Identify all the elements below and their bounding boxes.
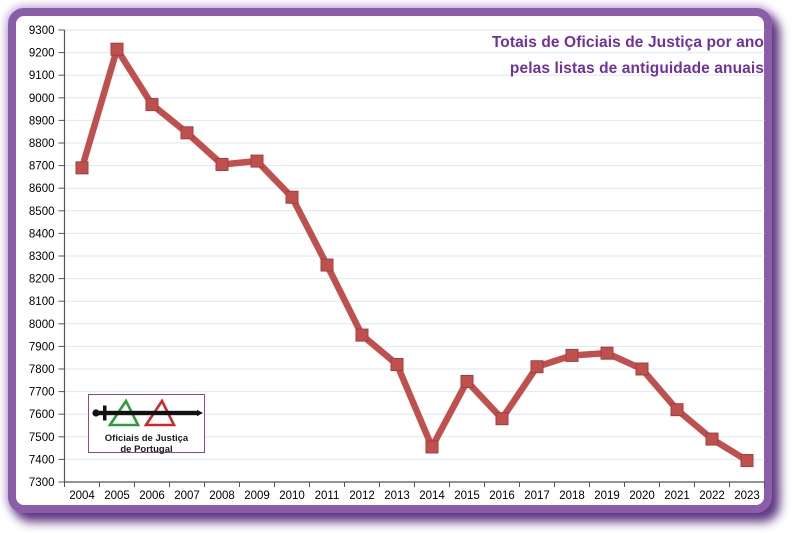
data-point-2017 bbox=[530, 360, 544, 374]
data-point-2021 bbox=[670, 403, 684, 417]
x-tick-label: 2007 bbox=[174, 490, 200, 502]
x-tick-label: 2020 bbox=[629, 490, 655, 502]
data-point-2016 bbox=[495, 412, 509, 426]
x-tick-label: 2006 bbox=[139, 490, 165, 502]
x-tick-label: 2004 bbox=[69, 490, 95, 502]
x-tick-label: 2011 bbox=[315, 490, 340, 502]
y-tick-label: 8700 bbox=[29, 161, 55, 173]
x-tick-label: 2012 bbox=[349, 490, 375, 502]
data-point-2013 bbox=[390, 357, 404, 371]
y-tick-label: 8200 bbox=[29, 274, 55, 286]
logo-text-line1: Oficiais de Justiça bbox=[104, 433, 189, 444]
y-tick-label: 9200 bbox=[29, 48, 55, 60]
data-point-2012 bbox=[355, 328, 369, 342]
x-tick-label: 2022 bbox=[699, 490, 725, 502]
y-tick-label: 9100 bbox=[29, 70, 55, 82]
y-tick-label: 8600 bbox=[29, 183, 55, 195]
x-tick-label: 2017 bbox=[524, 490, 550, 502]
data-point-2022 bbox=[705, 432, 719, 446]
y-tick-label: 8400 bbox=[29, 228, 55, 240]
data-point-2020 bbox=[635, 362, 649, 376]
data-point-2010 bbox=[285, 190, 299, 204]
y-tick-label: 8800 bbox=[29, 138, 55, 150]
y-tick-label: 8500 bbox=[29, 206, 55, 218]
chart-title-line2: pelas listas de antiguidade anuais bbox=[509, 60, 764, 78]
x-tick-label: 2005 bbox=[104, 490, 130, 502]
logo-box: Oficiais de Justiça de Portugal bbox=[88, 394, 205, 455]
x-tick-label: 2010 bbox=[279, 490, 305, 502]
y-tick-label: 7700 bbox=[29, 387, 55, 399]
data-point-2008 bbox=[215, 157, 229, 171]
data-point-2018 bbox=[565, 348, 579, 362]
x-tick-label: 2021 bbox=[664, 490, 690, 502]
sword-icon bbox=[92, 405, 203, 421]
x-tick-label: 2014 bbox=[419, 490, 445, 502]
y-tick-label: 7900 bbox=[29, 341, 55, 353]
y-tick-label: 9300 bbox=[29, 25, 55, 37]
x-tick-label: 2009 bbox=[244, 490, 270, 502]
data-point-2005 bbox=[110, 42, 124, 56]
y-tick-label: 9000 bbox=[29, 93, 55, 105]
y-tick-label: 7800 bbox=[29, 364, 55, 376]
y-tick-label: 8000 bbox=[29, 319, 55, 331]
x-tick-label: 2008 bbox=[209, 490, 235, 502]
logo-text-line2: de Portugal bbox=[120, 443, 173, 455]
chart-title: Totais de Oficiais de Justiça por ano pe… bbox=[492, 30, 764, 83]
y-tick-label: 8100 bbox=[29, 296, 55, 308]
data-point-2009 bbox=[250, 154, 264, 168]
sword-and-triangles-icon bbox=[92, 398, 203, 427]
data-point-2014 bbox=[425, 440, 439, 454]
data-point-2006 bbox=[145, 98, 159, 112]
x-tick-label: 2023 bbox=[734, 490, 760, 502]
data-point-2015 bbox=[460, 374, 474, 388]
y-tick-label: 7500 bbox=[29, 432, 55, 444]
chart-title-line1: Totais de Oficiais de Justiça por ano bbox=[491, 34, 764, 51]
x-tick-label: 2016 bbox=[489, 490, 515, 502]
y-tick-label: 7300 bbox=[29, 477, 55, 489]
data-point-2019 bbox=[600, 346, 614, 360]
y-tick-label: 8300 bbox=[29, 251, 55, 263]
data-point-2011 bbox=[320, 258, 334, 272]
x-tick-label: 2019 bbox=[594, 490, 620, 502]
y-tick-label: 8900 bbox=[29, 115, 55, 127]
data-point-2004 bbox=[75, 161, 89, 175]
y-tick-label: 7600 bbox=[29, 409, 55, 421]
data-point-2023 bbox=[740, 454, 754, 468]
x-tick-label: 2013 bbox=[384, 490, 410, 502]
y-tick-label: 7400 bbox=[29, 454, 55, 466]
x-tick-label: 2018 bbox=[559, 490, 585, 502]
x-tick-label: 2015 bbox=[454, 490, 480, 502]
data-point-2007 bbox=[180, 126, 194, 140]
